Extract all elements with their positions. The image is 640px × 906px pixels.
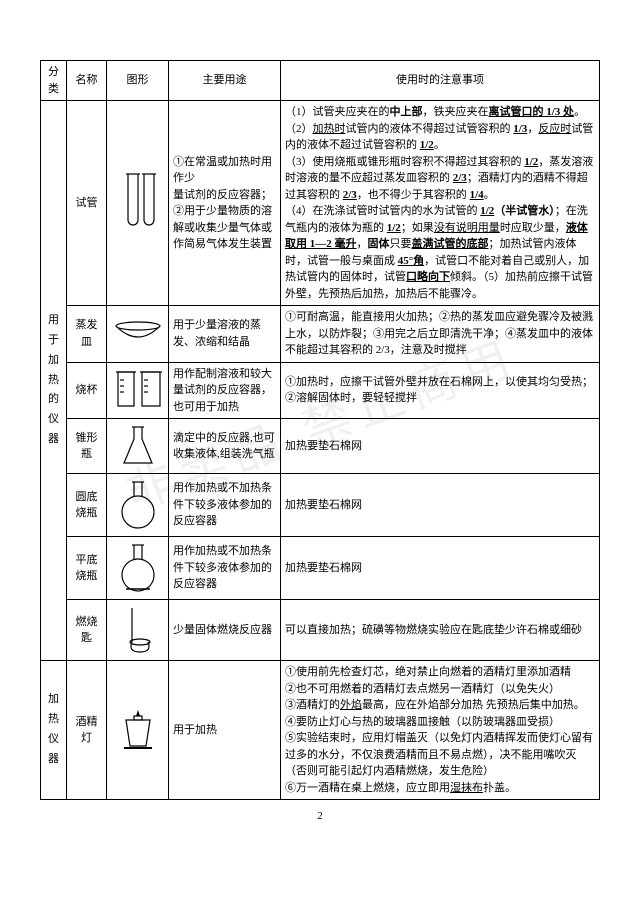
col-note: 使用时的注意事项	[281, 61, 600, 101]
name-cell: 烧杯	[67, 362, 107, 419]
note-cell: 加热要垫石棉网	[281, 537, 600, 600]
category-cell: 加热仪器	[41, 661, 67, 800]
equipment-table: 分类 名称 图形 主要用途 使用时的注意事项 用于加热的仪器试管 ①在常温或加热…	[40, 60, 600, 800]
note-cell: ①可耐高温，能直接用火加热；②热的蒸发皿应避免骤冷及被溅上水，以防炸裂；③用完之…	[281, 306, 600, 363]
header-row: 分类 名称 图形 主要用途 使用时的注意事项	[41, 61, 600, 101]
erlenmeyer-flask-icon	[107, 419, 169, 474]
note-cell: ①加热时，应擦干试管外壁并放在石棉网上，以使其均匀受热；②溶解固体时，要轻轻搅拌	[281, 362, 600, 419]
category-cell: 用于加热的仪器	[41, 101, 67, 661]
note-cell: 可以直接加热；硫磺等物燃烧实验应在匙底垫少许石棉或细砂	[281, 600, 600, 661]
name-cell: 圆底烧瓶	[67, 474, 107, 537]
beaker-icon	[107, 362, 169, 419]
table-row: 蒸发皿 用于少量溶液的蒸发、浓缩和结晶①可耐高温，能直接用火加热；②热的蒸发皿应…	[41, 306, 600, 363]
use-cell: 用于加热	[169, 661, 281, 800]
table-row: 锥形瓶 滴定中的反应器,也可收集液体,组装洗气瓶加热要垫石棉网	[41, 419, 600, 474]
name-cell: 蒸发皿	[67, 306, 107, 363]
flat-bottom-flask-icon	[107, 537, 169, 600]
table-row: 烧杯 用作配制溶液和较大量试剂的反应容器，也可用于加热①加热时，应擦干试管外壁并…	[41, 362, 600, 419]
name-cell: 酒精灯	[67, 661, 107, 800]
name-cell: 锥形瓶	[67, 419, 107, 474]
col-figure: 图形	[107, 61, 169, 101]
col-name: 名称	[67, 61, 107, 101]
test-tube-icon	[107, 101, 169, 306]
note-cell: ①使用前先检查灯芯，绝对禁止向燃着的酒精灯里添加酒精②也不可用燃着的酒精灯去点燃…	[281, 661, 600, 800]
combustion-spoon-icon	[107, 600, 169, 661]
table-row: 用于加热的仪器试管 ①在常温或加热时用作少量试剂的反应容器；②用于少量物质的溶解…	[41, 101, 600, 306]
use-cell: 用作加热或不加热条件下较多液体参加的反应容器	[169, 474, 281, 537]
note-cell: （1）试管夹应夹在的中上部，铁夹应夹在离试管口的 1/3 处。（2）加热时试管内…	[281, 101, 600, 306]
round-bottom-flask-icon	[107, 474, 169, 537]
note-cell: 加热要垫石棉网	[281, 474, 600, 537]
col-use: 主要用途	[169, 61, 281, 101]
table-row: 圆底烧瓶 用作加热或不加热条件下较多液体参加的反应容器加热要垫石棉网	[41, 474, 600, 537]
name-cell: 燃烧匙	[67, 600, 107, 661]
name-cell: 试管	[67, 101, 107, 306]
table-row: 燃烧匙 少量固体燃烧反应器可以直接加热；硫磺等物燃烧实验应在匙底垫少许石棉或细砂	[41, 600, 600, 661]
name-cell: 平底烧瓶	[67, 537, 107, 600]
use-cell: 少量固体燃烧反应器	[169, 600, 281, 661]
use-cell: 用作加热或不加热条件下较多液体参加的反应容器	[169, 537, 281, 600]
use-cell: ①在常温或加热时用作少量试剂的反应容器；②用于少量物质的溶解或收集少量气体或作简…	[169, 101, 281, 306]
page-number: 2	[40, 810, 600, 822]
table-row: 加热仪器酒精灯 用于加热①使用前先检查灯芯，绝对禁止向燃着的酒精灯里添加酒精②也…	[41, 661, 600, 800]
use-cell: 用于少量溶液的蒸发、浓缩和结晶	[169, 306, 281, 363]
note-cell: 加热要垫石棉网	[281, 419, 600, 474]
alcohol-lamp-icon	[107, 661, 169, 800]
use-cell: 用作配制溶液和较大量试剂的反应容器，也可用于加热	[169, 362, 281, 419]
use-cell: 滴定中的反应器,也可收集液体,组装洗气瓶	[169, 419, 281, 474]
col-category: 分类	[41, 61, 67, 101]
evaporating-dish-icon	[107, 306, 169, 363]
table-row: 平底烧瓶 用作加热或不加热条件下较多液体参加的反应容器加热要垫石棉网	[41, 537, 600, 600]
